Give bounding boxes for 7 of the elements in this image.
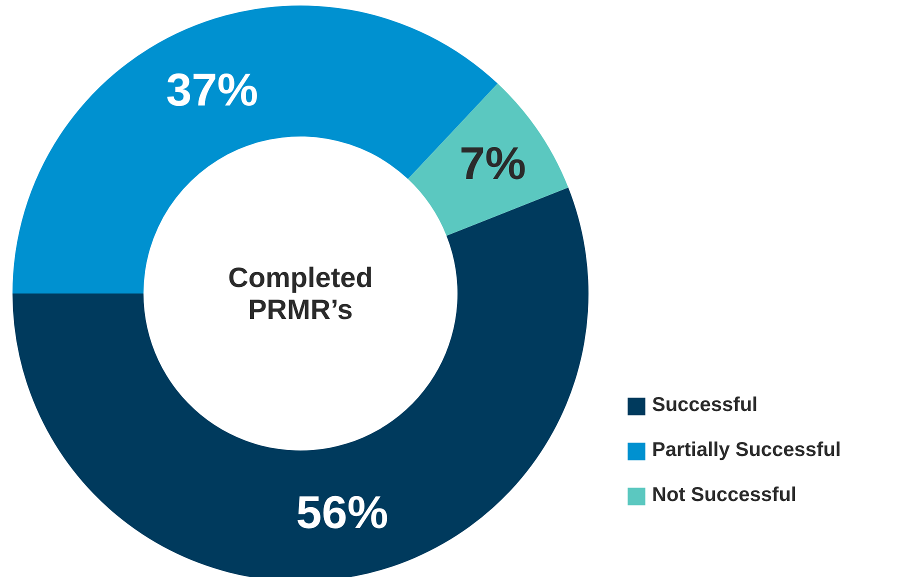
text: Completed PRMR’s	[228, 262, 373, 325]
data-label: 56%	[296, 486, 388, 538]
data-label: 37%	[166, 63, 258, 116]
legend-label: Not Successful	[652, 484, 796, 507]
legend-label: Successful	[652, 394, 758, 417]
data-label: 7%	[460, 136, 526, 189]
legend-label: Partially Successful	[652, 439, 841, 462]
